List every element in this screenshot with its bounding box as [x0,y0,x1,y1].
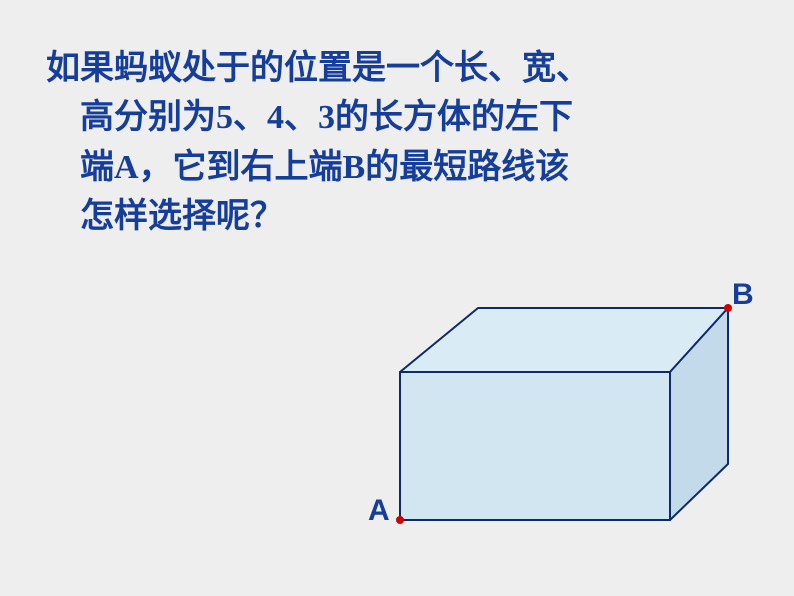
question-text: 如果蚂蚁处于的位置是一个长、宽、 高分别为5、4、3的长方体的左下 端A，它到右… [46,44,746,241]
point-label-b: B [732,278,754,312]
question-line-3: 端A，它到右上端B的最短路线该 [46,143,746,192]
question-line-2: 高分别为5、4、3的长方体的左下 [46,93,746,142]
cuboid-svg [370,280,770,560]
question-line-1: 如果蚂蚁处于的位置是一个长、宽、 [46,50,590,87]
point-label-a: A [368,494,390,528]
cuboid-diagram: A B [370,280,770,560]
question-line-4: 怎样选择呢？ [46,192,746,241]
